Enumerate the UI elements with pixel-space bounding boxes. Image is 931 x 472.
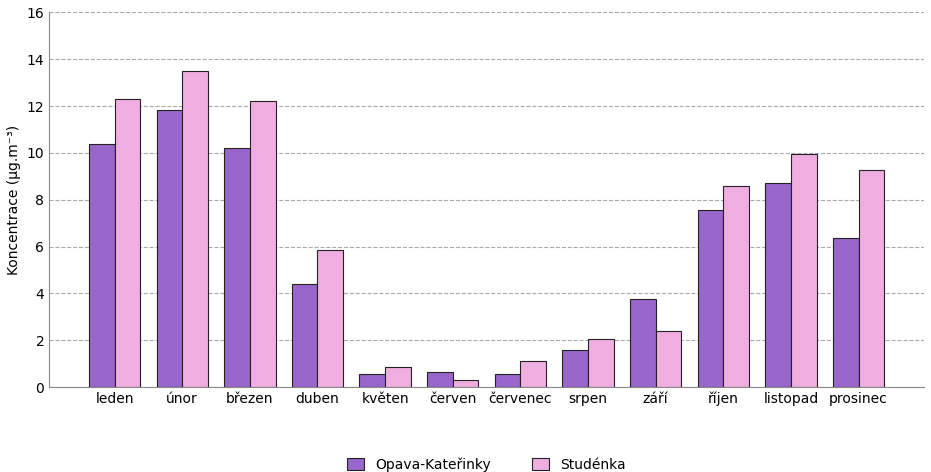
Bar xyxy=(317,250,344,387)
Legend: Opava-Kateřinky, Studénka: Opava-Kateřinky, Studénka xyxy=(342,452,631,472)
Bar xyxy=(858,170,884,387)
Y-axis label: Koncentrace (µg.m⁻³): Koncentrace (µg.m⁻³) xyxy=(7,125,20,275)
Bar xyxy=(791,154,816,387)
Bar xyxy=(520,361,546,387)
Bar xyxy=(250,101,276,387)
Bar xyxy=(765,183,791,387)
Bar xyxy=(630,299,655,387)
Bar xyxy=(655,331,681,387)
Bar xyxy=(88,143,115,387)
Bar xyxy=(224,148,250,387)
Bar xyxy=(182,71,208,387)
Bar xyxy=(494,374,520,387)
Bar xyxy=(291,284,317,387)
Bar xyxy=(115,99,141,387)
Bar xyxy=(427,372,452,387)
Bar xyxy=(385,367,411,387)
Bar xyxy=(452,380,479,387)
Bar xyxy=(723,185,749,387)
Bar xyxy=(359,374,385,387)
Bar xyxy=(697,211,723,387)
Bar xyxy=(156,110,182,387)
Bar xyxy=(588,339,614,387)
Bar xyxy=(833,238,858,387)
Bar xyxy=(562,350,588,387)
